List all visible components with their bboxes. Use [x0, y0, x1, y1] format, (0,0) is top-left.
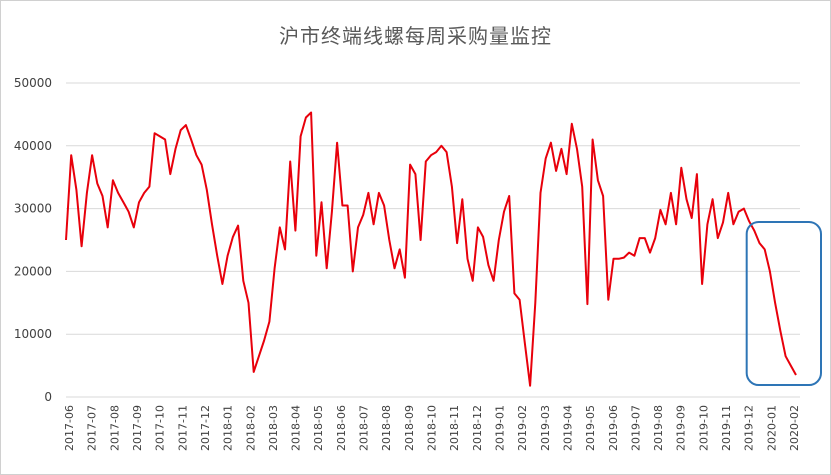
y-axis-ticks: 0 10000 20000 30000 40000 50000 [14, 76, 52, 404]
x-tick-label: 2018-04 [290, 405, 303, 451]
chart-title: 沪市终端线螺每周采购量监控 [279, 24, 552, 48]
x-tick-label: 2018-05 [312, 405, 325, 451]
x-tick-label: 2019-01 [493, 405, 506, 451]
x-tick-label: 2019-06 [607, 405, 620, 451]
y-tick-label: 20000 [14, 264, 52, 278]
x-axis-ticks: 2017-06 2017-07 2017-08 2017-09 2017-10 2017-… [63, 405, 801, 451]
highlight-layer [745, 221, 822, 386]
x-tick-label: 2019-08 [652, 405, 665, 451]
x-tick-label: 2018-09 [403, 405, 416, 451]
series-layer [65, 111, 797, 387]
x-tick-label: 2018-08 [380, 405, 393, 451]
gridlines [66, 82, 800, 398]
x-tick-label: 2018-01 [222, 405, 235, 451]
y-tick-label: 10000 [14, 327, 52, 341]
x-tick-label: 2018-11 [448, 405, 461, 451]
y-tick-label: 30000 [14, 202, 52, 216]
x-tick-label: 2019-07 [629, 405, 642, 451]
x-tick-label: 2018-10 [426, 405, 439, 451]
x-tick-label: 2017-12 [199, 405, 212, 451]
x-tick-label: 2019-02 [516, 405, 529, 451]
x-tick-label: 2019-03 [539, 405, 552, 451]
x-tick-label: 2017-07 [86, 405, 99, 451]
x-tick-label: 2018-03 [267, 405, 280, 451]
x-tick-label: 2020-01 [765, 405, 778, 451]
y-tick-label: 40000 [14, 139, 52, 153]
x-tick-label: 2017-06 [63, 405, 76, 451]
x-tick-label: 2019-10 [697, 405, 710, 451]
x-tick-label: 2018-02 [244, 405, 257, 451]
x-tick-label: 2019-05 [584, 405, 597, 451]
highlight-box [745, 221, 822, 386]
x-tick-label: 2018-12 [471, 405, 484, 451]
y-tick-label: 50000 [14, 76, 52, 90]
x-tick-label: 2019-04 [561, 405, 574, 451]
x-tick-label: 2017-09 [131, 405, 144, 451]
y-tick-label: 0 [44, 390, 52, 404]
x-tick-label: 2019-09 [675, 405, 688, 451]
x-tick-label: 2017-11 [176, 405, 189, 451]
x-tick-label: 2018-06 [335, 405, 348, 451]
x-tick-label: 2017-08 [108, 405, 121, 451]
x-tick-label: 2017-10 [154, 405, 167, 451]
series-line [65, 111, 797, 387]
x-tick-label: 2019-11 [720, 405, 733, 451]
x-tick-label: 2020-02 [788, 405, 801, 451]
x-tick-label: 2019-12 [743, 405, 756, 451]
x-tick-label: 2018-07 [358, 405, 371, 451]
